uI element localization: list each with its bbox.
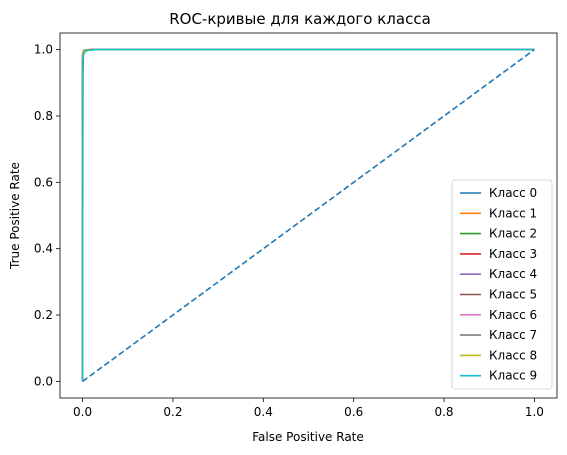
plot-frame	[59, 32, 558, 399]
x-axis: 0.0 0.2 0.4 0.6 0.8 1.0	[73, 398, 544, 419]
legend-label-class-4: Класс 4	[489, 267, 537, 281]
x-tick-label: 0.4	[254, 405, 273, 419]
x-tick-label: 0.6	[344, 405, 363, 419]
x-tick-label: 0.2	[163, 405, 182, 419]
roc-line-class-9	[81, 48, 535, 382]
legend-label-class-8: Класс 8	[489, 348, 537, 362]
y-axis-label: True Positive Rate	[8, 162, 22, 270]
legend-label-class-7: Класс 7	[489, 328, 537, 342]
x-tick-label: 0.8	[434, 405, 453, 419]
legend: Класс 0 Класс 1 Класс 2 Класс 3 Класс 4 Класс…	[451, 179, 553, 390]
legend-label-class-3: Класс 3	[489, 247, 537, 261]
x-axis-label: False Positive Rate	[252, 430, 364, 444]
legend-label-class-2: Класс 2	[489, 227, 537, 241]
y-tick-label: 0.4	[34, 242, 53, 256]
legend-label-class-0: Класс 0	[489, 186, 537, 200]
legend-label-class-1: Класс 1	[489, 206, 537, 220]
lines-layer	[81, 48, 535, 383]
x-tick-label: 1.0	[525, 405, 544, 419]
y-tick-label: 0.0	[34, 374, 53, 388]
chart-title: ROC-кривые для каждого класса	[169, 10, 431, 28]
y-tick-label: 0.8	[34, 109, 53, 123]
legend-label-class-5: Класс 5	[489, 288, 537, 302]
y-tick-label: 0.2	[34, 308, 53, 322]
legend-box	[451, 179, 553, 390]
y-tick-label: 1.0	[34, 43, 53, 57]
plot-area	[81, 48, 535, 383]
x-tick-label: 0.0	[73, 405, 92, 419]
legend-label-class-6: Класс 6	[489, 308, 537, 322]
y-axis: 0.0 0.2 0.4 0.6 0.8 1.0	[34, 43, 60, 388]
legend-label-class-9: Класс 9	[489, 369, 537, 383]
y-tick-label: 0.6	[34, 175, 53, 189]
random-classifier-diagonal	[82, 48, 535, 383]
